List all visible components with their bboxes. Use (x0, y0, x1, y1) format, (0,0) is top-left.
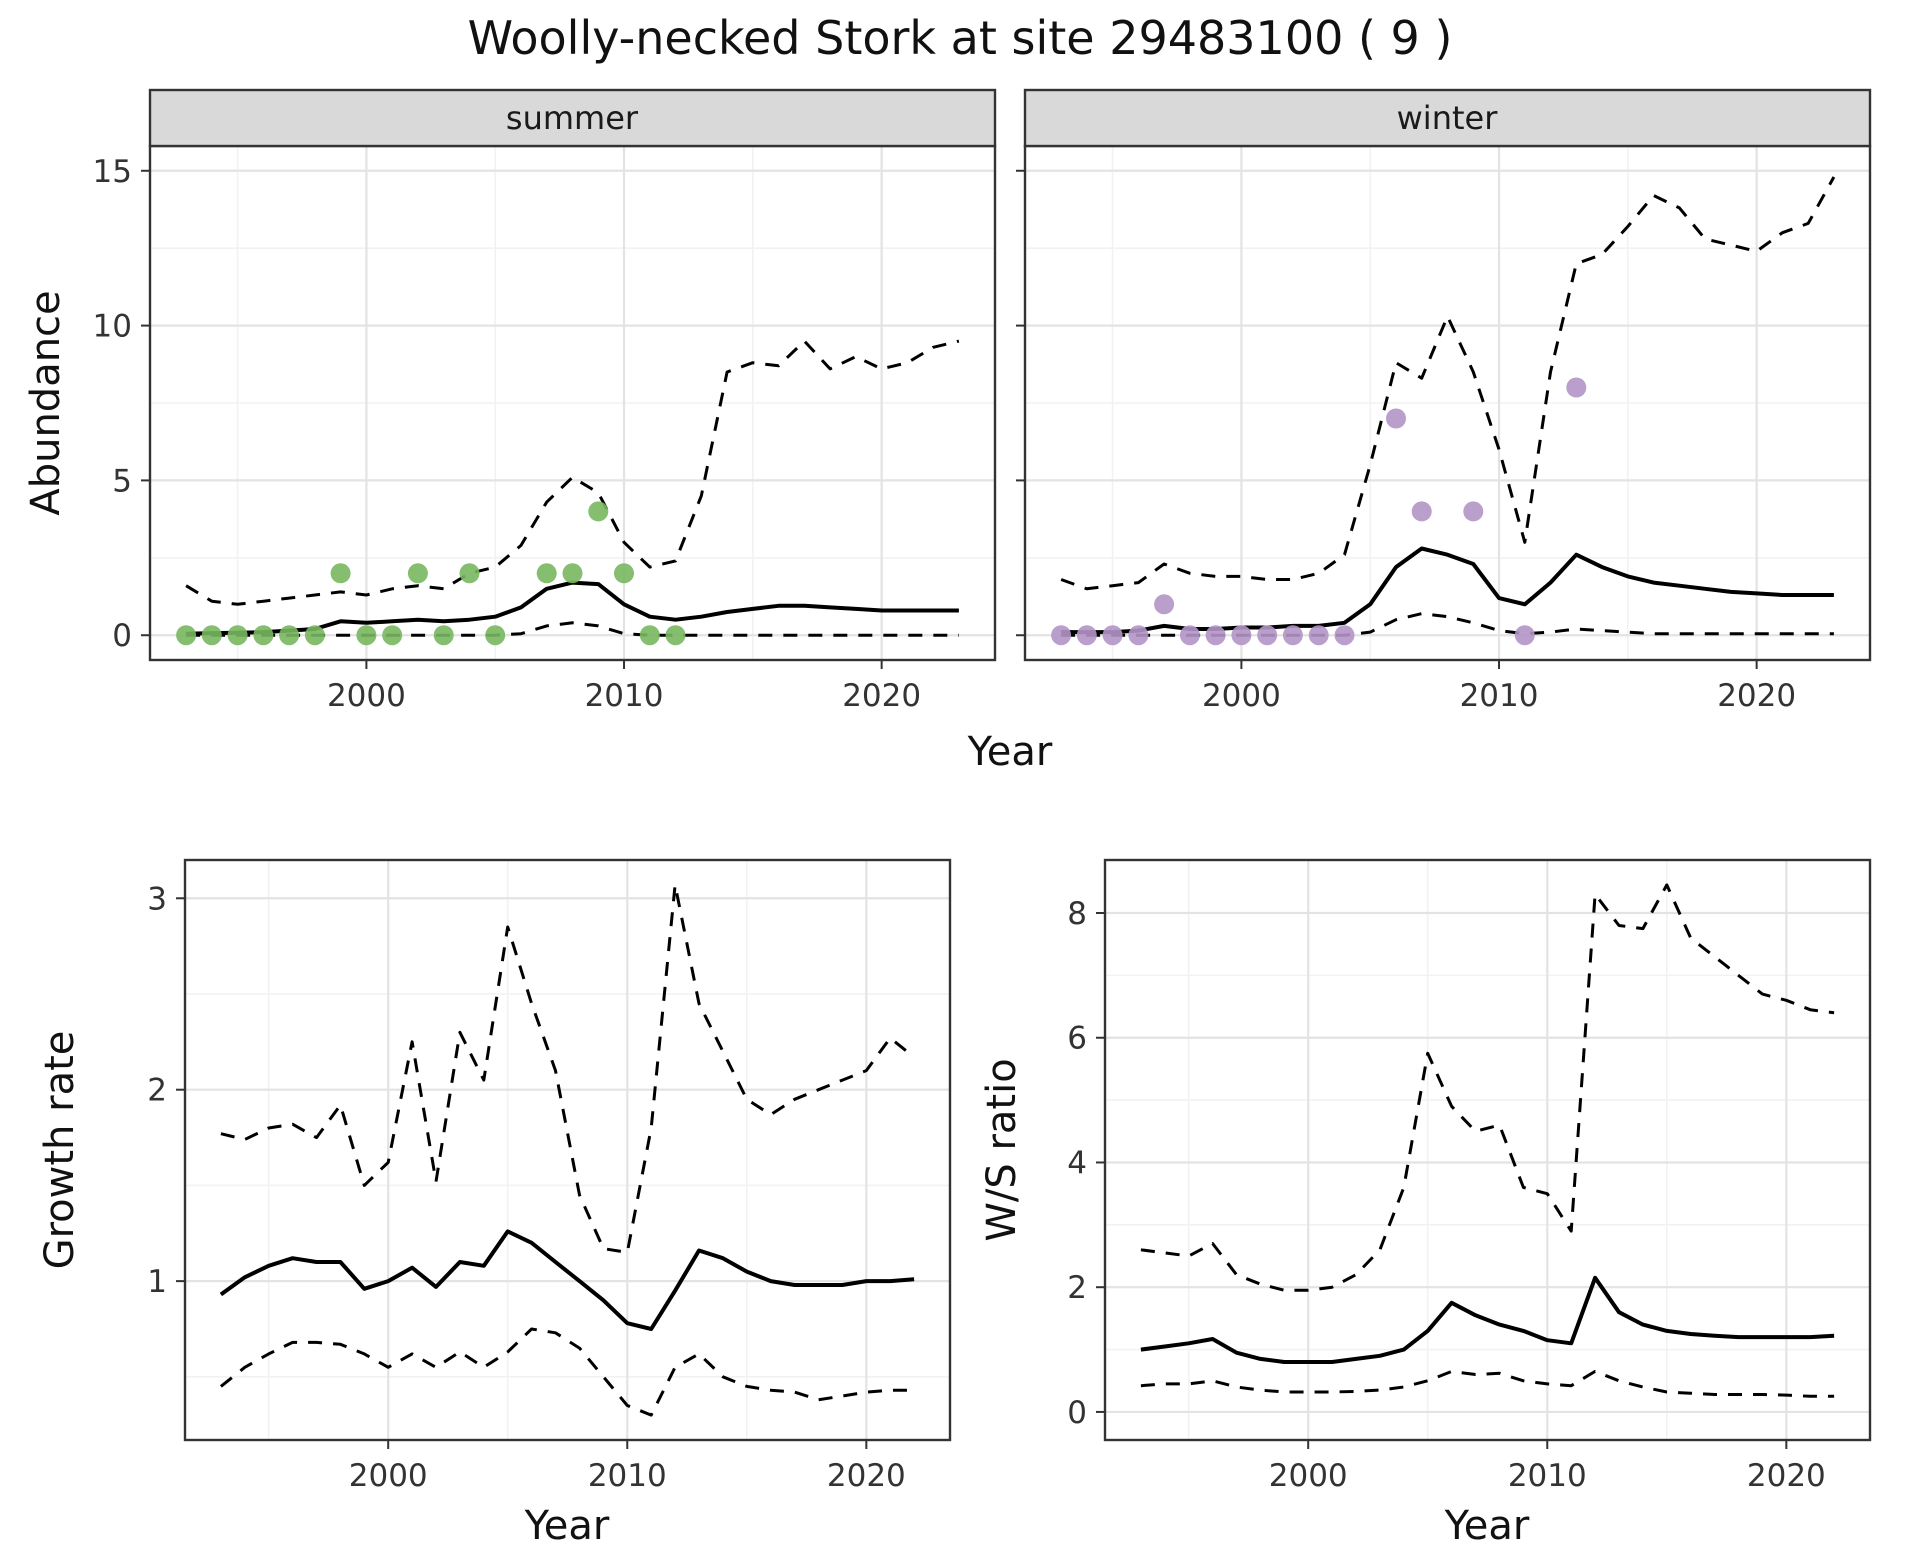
growth-rate-upper95-line (220, 883, 916, 1254)
panel-border (1103, 858, 1872, 1442)
observed-point (1411, 501, 1432, 522)
x-tick-label: 2020 (1747, 1458, 1826, 1494)
ws-ratio-panel: 2000 2010 2020 0 2 4 6 8 (1067, 858, 1872, 1494)
observed-point (665, 625, 686, 646)
observed-point (201, 625, 222, 646)
observed-point (1051, 625, 1072, 646)
observed-point (1205, 625, 1226, 646)
observed-point (1463, 501, 1484, 522)
abundance-winter-panel: 2000 2010 2020 (1016, 88, 1872, 714)
observed-point (562, 563, 583, 584)
observed-point (330, 563, 351, 584)
facet-label-winter: winter (1396, 99, 1498, 137)
y-tick-label: 3 (147, 881, 167, 917)
observed-point (407, 563, 428, 584)
observed-point (1076, 625, 1097, 646)
x-tick-label: 2010 (585, 678, 664, 714)
abundance-summer-facet-strip (148, 88, 997, 148)
panel-background (1105, 860, 1870, 1440)
observed-point (227, 625, 248, 646)
observed-counts-summer (176, 501, 686, 646)
observed-point (485, 625, 506, 646)
growth-rate-median-line (219, 1229, 915, 1331)
gridlines (150, 146, 995, 660)
observed-point (1282, 625, 1303, 646)
observed-point (1566, 377, 1587, 398)
ws-ratio-axis-label: W/S ratio (979, 1058, 1025, 1242)
x-tick-label: 2000 (349, 1458, 428, 1494)
observed-point (1308, 625, 1329, 646)
y-tick-label: 2 (147, 1073, 167, 1109)
panel-border (183, 858, 952, 1442)
observed-point (1128, 625, 1149, 646)
bottom-right-year-axis-label: Year (1444, 1503, 1530, 1549)
bottom-left-year-axis-label: Year (524, 1503, 610, 1549)
growth-rate-axis-label: Growth rate (37, 1030, 83, 1270)
y-tick-label: 6 (1067, 1021, 1087, 1057)
observed-point (588, 501, 609, 522)
abundance-summer-panel: 2000 2010 2020 0 5 10 15 (93, 88, 997, 714)
chart-title: Woolly-necked Stork at site 29483100 ( 9… (467, 11, 1453, 65)
x-tick-label: 2020 (1717, 678, 1796, 714)
observed-point (1102, 625, 1123, 646)
panel-background (185, 860, 950, 1440)
x-tick-label: 2010 (1508, 1458, 1587, 1494)
observed-point (536, 563, 557, 584)
ws-ratio-lower95-line (1140, 1369, 1835, 1398)
growth-rate-lower95-line (219, 1327, 915, 1417)
y-tick-label: 1 (147, 1264, 167, 1300)
observed-point (614, 563, 634, 584)
growth-rate-panel: 2000 2010 2020 1 2 3 (147, 858, 952, 1494)
observed-point (459, 563, 480, 584)
observed-point (1514, 625, 1535, 646)
observed-point (176, 625, 197, 646)
observed-point (639, 625, 660, 646)
y-tick-label: 8 (1067, 896, 1087, 932)
axis-ticks: 2000 2010 2020 0 2 4 6 8 (1067, 896, 1826, 1494)
observed-point (433, 625, 454, 646)
gridlines (1025, 146, 1870, 660)
observed-point (356, 625, 377, 646)
y-tick-label: 15 (93, 154, 132, 190)
y-tick-label: 2 (1067, 1270, 1087, 1306)
y-tick-label: 4 (1067, 1145, 1087, 1181)
x-tick-label: 2010 (588, 1458, 667, 1494)
observed-point (1231, 625, 1252, 646)
axis-ticks: 2000 2010 2020 1 2 3 (147, 881, 906, 1494)
x-tick-label: 2020 (827, 1458, 906, 1494)
y-tick-label: 0 (1067, 1395, 1087, 1431)
observed-point (253, 625, 274, 646)
axis-ticks: 2000 2010 2020 (1016, 169, 1796, 714)
observed-point (1334, 625, 1355, 646)
observed-point (1386, 408, 1406, 429)
y-tick-label: 0 (112, 618, 132, 654)
x-tick-label: 2020 (842, 678, 921, 714)
y-tick-label: 10 (93, 309, 132, 345)
top-year-axis-label: Year (967, 729, 1053, 775)
observed-point (1257, 625, 1278, 646)
axis-ticks: 2000 2010 2020 0 5 10 15 (93, 154, 922, 714)
observed-point (304, 625, 325, 646)
ws-ratio-median-line (1140, 1275, 1835, 1364)
x-tick-label: 2000 (327, 678, 406, 714)
abundance-winter-facet-strip (1023, 88, 1872, 148)
ws-ratio-upper95-line (1140, 883, 1835, 1292)
x-tick-label: 2000 (1202, 678, 1281, 714)
y-tick-label: 5 (112, 463, 132, 499)
facet-label-summer: summer (505, 99, 639, 137)
observed-point (1179, 625, 1200, 646)
x-tick-label: 2000 (1269, 1458, 1348, 1494)
abundance-axis-label: Abundance (23, 290, 69, 516)
x-tick-label: 2010 (1460, 678, 1539, 714)
abundance-summer-upper95-line (185, 339, 960, 606)
observed-point (1154, 594, 1175, 615)
abundance-winter-upper95-line (1060, 176, 1836, 591)
observed-counts-winter (1051, 377, 1587, 646)
observed-point (279, 625, 300, 646)
observed-point (382, 625, 403, 646)
